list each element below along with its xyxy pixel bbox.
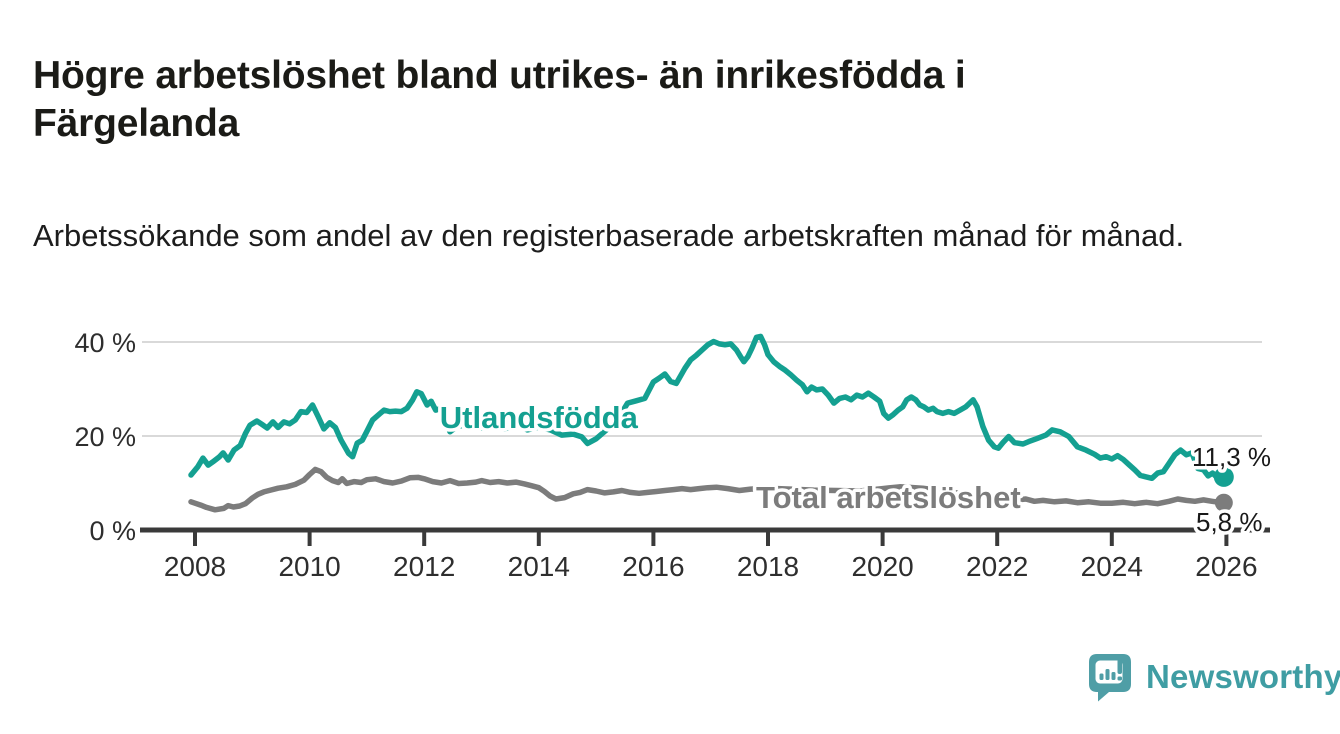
- chart-subtitle: Arbetssökande som andel av den registerb…: [33, 218, 1185, 253]
- x-axis-tick-label: 2024: [1081, 551, 1143, 582]
- series-end-dot: [1213, 466, 1234, 487]
- series-line-total: [188, 466, 1225, 513]
- y-axis-tick-label: 40 %: [74, 328, 136, 358]
- x-axis-tick-label: 2008: [164, 551, 226, 582]
- x-axis-tick-label: 2010: [278, 551, 340, 582]
- series-line-utlandsfodda: [188, 333, 1225, 482]
- x-axis-tick-label: 2026: [1195, 551, 1257, 582]
- series-end-dot: [1214, 493, 1233, 512]
- x-axis-tick-label: 2012: [393, 551, 455, 582]
- series-end-value-label: 5,8 %: [1196, 507, 1263, 537]
- series-label: Utlandsfödda: [440, 400, 639, 435]
- y-axis-tick-label: 20 %: [74, 422, 136, 452]
- chart-title: Högre arbetslöshet bland utrikes- än inr…: [33, 54, 966, 145]
- x-axis-tick-label: 2014: [508, 551, 570, 582]
- newsworthy-logo: Newsworthy: [1086, 652, 1340, 702]
- newsworthy-logo-icon: [1089, 654, 1131, 702]
- x-axis-tick-label: 2016: [622, 551, 684, 582]
- series-label: Total arbetslöshet: [756, 480, 1021, 515]
- series-end-value-label: 11,3 %: [1192, 442, 1271, 472]
- x-axis-tick-label: 2018: [737, 551, 799, 582]
- newsworthy-logo-text: Newsworthy: [1146, 658, 1340, 695]
- x-axis-tick-label: 2020: [851, 551, 913, 582]
- y-axis-tick-label: 0 %: [89, 516, 136, 546]
- x-axis-tick-label: 2022: [966, 551, 1028, 582]
